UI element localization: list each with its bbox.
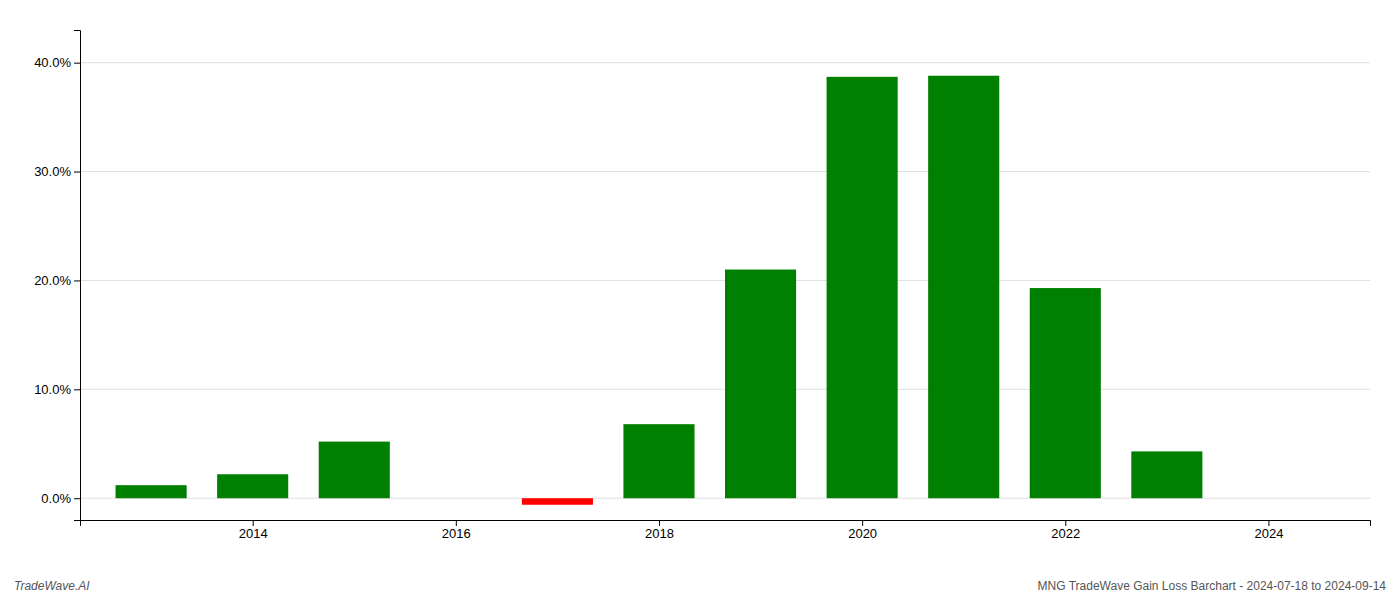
y-tick-label: 40.0% <box>34 55 71 70</box>
y-tick-label: 0.0% <box>41 491 71 506</box>
bar <box>522 498 593 505</box>
y-axis: 0.0% 10.0% 20.0% 30.0% 40.0% <box>34 31 80 521</box>
x-tick-mark <box>253 520 254 526</box>
x-tick-label: 2018 <box>645 526 674 541</box>
y-tick-mark <box>74 498 80 499</box>
x-tick-mark <box>456 520 457 526</box>
bar <box>319 442 390 499</box>
bar <box>725 270 796 499</box>
grid-line <box>80 62 1370 63</box>
x-tick-label: 2014 <box>239 526 268 541</box>
bar <box>1030 288 1101 498</box>
y-tick-label: 30.0% <box>34 164 71 179</box>
y-tick-mark <box>74 63 80 64</box>
bar <box>217 474 288 498</box>
x-tick: 2016 <box>442 520 471 541</box>
x-tick-label: 2020 <box>848 526 877 541</box>
chart: 0.0% 10.0% 20.0% 30.0% 40.0% 2014 2016 2018 2020… <box>0 0 1400 600</box>
x-tick: 2018 <box>645 520 674 541</box>
y-tick: 10.0% <box>34 382 80 397</box>
x-tick: 2020 <box>848 520 877 541</box>
y-tick: 0.0% <box>41 491 80 506</box>
bars <box>116 76 1203 505</box>
footer-right: MNG TradeWave Gain Loss Barchart - 2024-… <box>1038 579 1387 593</box>
y-tick: 40.0% <box>34 55 80 70</box>
x-tick-mark <box>1268 520 1269 526</box>
grid-line <box>80 171 1370 172</box>
x-axis-line <box>81 521 1371 527</box>
x-tick-mark <box>862 520 863 526</box>
y-axis-line <box>74 31 81 521</box>
x-tick: 2022 <box>1051 520 1080 541</box>
x-tick-label: 2022 <box>1051 526 1080 541</box>
y-tick-mark <box>74 389 80 390</box>
bar <box>623 424 694 498</box>
x-axis: 2014 2016 2018 2020 2022 2024 <box>81 520 1371 541</box>
y-tick: 20.0% <box>34 273 80 288</box>
y-tick-label: 10.0% <box>34 382 71 397</box>
bar <box>1131 451 1202 498</box>
grid <box>80 63 1370 499</box>
y-tick-label: 20.0% <box>34 273 71 288</box>
x-tick-mark <box>659 520 660 526</box>
x-tick-label: 2016 <box>442 526 471 541</box>
plot: 0.0% 10.0% 20.0% 30.0% 40.0% 2014 2016 2018 2020… <box>34 31 1370 542</box>
y-tick-mark <box>74 280 80 281</box>
footer-left: TradeWave.AI <box>14 579 90 593</box>
bar <box>827 77 898 498</box>
bar <box>928 76 999 498</box>
x-tick: 2024 <box>1254 520 1283 541</box>
y-tick: 30.0% <box>34 164 80 179</box>
x-tick-mark <box>1065 520 1066 526</box>
x-tick: 2014 <box>239 520 268 541</box>
y-tick-mark <box>74 172 80 173</box>
x-tick-label: 2024 <box>1254 526 1283 541</box>
bar <box>116 485 187 498</box>
bar <box>420 498 491 499</box>
